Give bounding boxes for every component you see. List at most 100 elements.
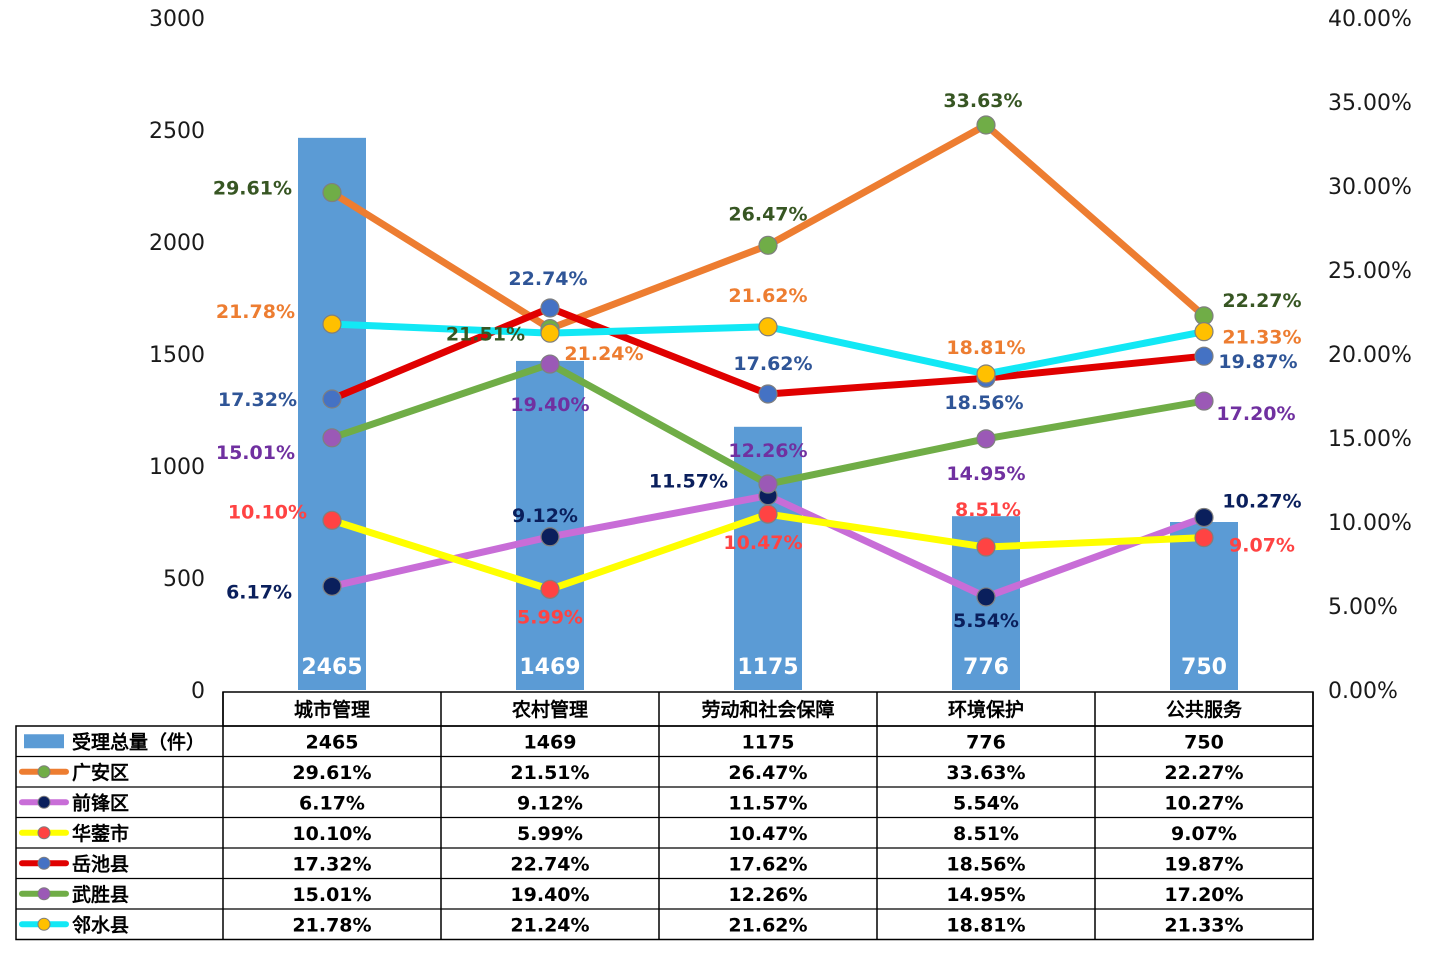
series-marker-huaying bbox=[1194, 528, 1214, 548]
series-marker-wusheng bbox=[322, 428, 342, 448]
bar-value-label: 2465 bbox=[301, 655, 362, 680]
right-axis-tick: 20.00% bbox=[1328, 343, 1412, 368]
table-cell: 2465 bbox=[306, 731, 359, 753]
bar-value-label: 1469 bbox=[519, 655, 580, 680]
series-marker-guangan bbox=[322, 182, 342, 203]
table-category-header: 劳动和社会保障 bbox=[701, 698, 834, 721]
point-label-yuechi: 19.87% bbox=[1218, 351, 1297, 373]
left-axis-tick: 1000 bbox=[149, 455, 205, 480]
point-label-yuechi: 17.62% bbox=[733, 353, 812, 375]
table-cell: 9.07% bbox=[1171, 823, 1237, 845]
table-cell: 11.57% bbox=[728, 792, 807, 814]
legend-series-name: 广安区 bbox=[72, 761, 129, 784]
table-cell: 18.81% bbox=[946, 914, 1025, 936]
table-cell: 22.74% bbox=[510, 853, 589, 875]
table-cell: 21.62% bbox=[728, 914, 807, 936]
table-cell: 12.26% bbox=[728, 884, 807, 906]
point-label-guangan: 21.51% bbox=[446, 324, 525, 346]
right-axis-tick: 0.00% bbox=[1328, 679, 1398, 704]
series-marker-qianfeng bbox=[322, 576, 342, 596]
point-label-qianfeng: 11.57% bbox=[649, 471, 728, 493]
point-label-linshui: 21.62% bbox=[728, 285, 807, 307]
point-label-linshui: 21.24% bbox=[564, 343, 643, 365]
table-category-header: 城市管理 bbox=[294, 698, 370, 721]
series-marker-huaying bbox=[976, 537, 996, 557]
table-cell: 22.27% bbox=[1164, 762, 1243, 784]
point-label-qianfeng: 10.27% bbox=[1222, 490, 1301, 512]
table-cell: 5.54% bbox=[953, 792, 1019, 814]
left-axis-tick: 3000 bbox=[149, 7, 205, 32]
right-axis: 0.00% 5.00% 10.00% 15.00% 20.00% 25.00% 30.00%… bbox=[1328, 7, 1412, 704]
point-label-yuechi: 22.74% bbox=[508, 268, 587, 290]
point-label-linshui: 21.78% bbox=[216, 301, 295, 323]
series-marker-huaying bbox=[322, 510, 342, 530]
bar bbox=[1170, 522, 1238, 690]
left-axis-tick: 2000 bbox=[149, 231, 205, 256]
bar-value-label: 1175 bbox=[737, 655, 798, 680]
series-marker-linshui bbox=[976, 364, 996, 384]
table-cell: 750 bbox=[1184, 731, 1224, 753]
table-cell: 1175 bbox=[742, 731, 795, 753]
table-category-header: 农村管理 bbox=[511, 698, 588, 721]
series-marker-guangan bbox=[758, 235, 778, 255]
right-axis-tick: 30.00% bbox=[1328, 175, 1412, 200]
point-label-guangan: 26.47% bbox=[728, 203, 807, 225]
right-axis-tick: 5.00% bbox=[1328, 595, 1398, 620]
point-label-linshui: 18.81% bbox=[946, 337, 1025, 359]
legend-series-name: 华蓥市 bbox=[72, 822, 129, 845]
table-cell: 6.17% bbox=[299, 792, 365, 814]
table-cell: 21.78% bbox=[292, 914, 371, 936]
table-category-header: 公共服务 bbox=[1166, 698, 1243, 721]
legend-series-name: 受理总量（件） bbox=[72, 730, 205, 753]
legend-series-name: 岳池县 bbox=[72, 852, 129, 875]
table-cell: 21.33% bbox=[1164, 914, 1243, 936]
table-cell: 21.24% bbox=[510, 914, 589, 936]
point-label-guangan: 22.27% bbox=[1222, 290, 1301, 312]
bar bbox=[516, 360, 584, 690]
series-marker-linshui bbox=[540, 323, 560, 343]
point-label-qianfeng: 9.12% bbox=[512, 505, 578, 527]
point-label-wusheng: 12.26% bbox=[728, 440, 807, 462]
bar-value-label: 776 bbox=[963, 655, 1009, 680]
table-cell: 10.47% bbox=[728, 823, 807, 845]
legend-key-marker-guangan bbox=[37, 765, 51, 779]
table-cell: 19.40% bbox=[510, 884, 589, 906]
table-category-header: 环境保护 bbox=[948, 698, 1024, 721]
point-label-wusheng: 14.95% bbox=[946, 463, 1025, 485]
point-label-wusheng: 15.01% bbox=[216, 442, 295, 464]
point-label-linshui: 21.33% bbox=[1222, 327, 1301, 349]
legend-key-bar bbox=[24, 734, 64, 749]
series-marker-linshui bbox=[758, 317, 778, 337]
series-marker-guangan bbox=[976, 115, 996, 135]
legend-series-name: 武胜县 bbox=[72, 884, 129, 906]
bar-value-label: 750 bbox=[1181, 655, 1227, 680]
table-cell: 33.63% bbox=[946, 762, 1025, 784]
left-axis-tick: 0 bbox=[191, 679, 205, 704]
table-cell: 19.87% bbox=[1164, 853, 1243, 875]
series-marker-qianfeng bbox=[1194, 507, 1214, 528]
legend-key-marker-wusheng bbox=[37, 887, 51, 901]
table-cell: 17.62% bbox=[728, 853, 807, 875]
point-label-huaying: 10.10% bbox=[228, 501, 307, 523]
legend-series-name: 邻水县 bbox=[72, 913, 129, 936]
table-cell: 9.12% bbox=[517, 792, 583, 814]
left-axis-tick: 1500 bbox=[149, 343, 205, 368]
legend-key-marker-linshui bbox=[37, 917, 51, 931]
table-cell: 1469 bbox=[524, 731, 577, 753]
right-axis-tick: 10.00% bbox=[1328, 511, 1412, 536]
point-label-guangan: 29.61% bbox=[213, 178, 292, 200]
right-axis-tick: 35.00% bbox=[1328, 91, 1412, 116]
table-cell: 17.20% bbox=[1164, 884, 1243, 906]
table-body-border bbox=[15, 725, 1314, 941]
series-marker-wusheng bbox=[976, 429, 996, 449]
bar bbox=[734, 426, 802, 690]
point-label-huaying: 8.51% bbox=[955, 499, 1021, 521]
legend-key-marker-huaying bbox=[37, 826, 51, 840]
series-marker-wusheng bbox=[540, 354, 560, 374]
series-marker-huaying bbox=[540, 579, 560, 599]
series-marker-yuechi bbox=[322, 389, 342, 409]
table-cell: 17.32% bbox=[292, 853, 371, 875]
table-cell: 776 bbox=[966, 731, 1006, 753]
right-axis-tick: 15.00% bbox=[1328, 427, 1412, 452]
